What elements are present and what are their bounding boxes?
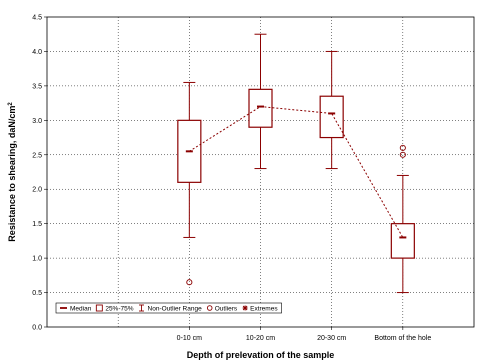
legend-extreme-symbol-d2 — [242, 305, 248, 311]
legend-items: Median 25%-75% Non-Outlier Range Outliers Ex… — [60, 304, 278, 313]
y-tick-label: 3.0 — [32, 118, 42, 125]
legend: Median 25%-75% Non-Outlier Range Outliers Ex… — [55, 302, 282, 314]
x-tick-label: 10-20 cm — [246, 335, 275, 342]
y-axis-title-superscript: 2 — [8, 102, 14, 106]
y-tick-label: 2.0 — [32, 187, 42, 194]
y-tick-label: 1.5 — [32, 221, 42, 228]
legend-label-outliers: Outliers — [215, 306, 238, 313]
x-axis: 0-10 cm 10-20 cm 20-30 cm Bottom of the hol… — [177, 327, 431, 342]
iqr-box — [319, 95, 344, 139]
y-tick-label: 2.5 — [32, 152, 42, 159]
outlier-point — [399, 144, 406, 151]
y-axis: 0.0 0.5 1.0 1.5 2.0 2.5 3.0 3.5 4.0 4.5 — [32, 15, 47, 332]
y-tick-label: 0.5 — [32, 290, 42, 297]
box-2 — [248, 33, 273, 170]
y-tick-label: 3.5 — [32, 83, 42, 90]
legend-label-extremes: Extremes — [250, 306, 278, 313]
median-connecting-line — [189, 106, 404, 238]
y-axis-title-main: Resistance to shearing, daN/cm — [7, 106, 17, 242]
y-tick-label: 4.5 — [32, 15, 42, 22]
boxes — [177, 33, 415, 294]
legend-label-iqr: 25%-75% — [105, 306, 133, 313]
y-axis-title: Resistance to shearing, daN/cm2 — [7, 102, 17, 242]
y-tick-label: 1.0 — [32, 256, 42, 263]
legend-frame — [55, 302, 282, 314]
legend-label-median: Median — [70, 306, 92, 313]
legend-box-symbol — [95, 304, 103, 312]
x-axis-title: Depth of prelevation of the sample — [187, 350, 335, 360]
legend-outlier-symbol — [206, 305, 213, 311]
y-tick-label: 4.0 — [32, 49, 42, 56]
x-tick-label: Bottom of the hole — [374, 335, 431, 342]
iqr-box — [248, 88, 273, 128]
box-4 — [390, 144, 415, 294]
median-markers — [185, 105, 407, 239]
y-tick-label: 0.0 — [32, 325, 42, 332]
x-tick-label: 20-30 cm — [317, 335, 346, 342]
box-3 — [319, 50, 344, 170]
outlier-point — [186, 279, 193, 286]
iqr-box — [390, 223, 415, 259]
x-tick-label: 0-10 cm — [177, 335, 202, 342]
outlier-point — [399, 151, 406, 158]
legend-label-non-outlier: Non-Outlier Range — [148, 306, 203, 313]
